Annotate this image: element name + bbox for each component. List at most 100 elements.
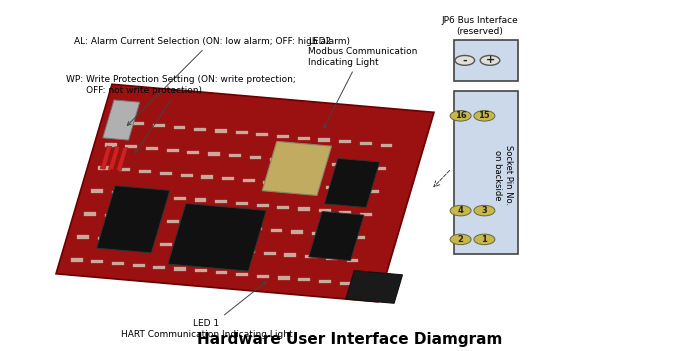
- Polygon shape: [202, 246, 214, 250]
- Polygon shape: [304, 184, 316, 187]
- Polygon shape: [339, 140, 351, 143]
- Polygon shape: [168, 204, 266, 271]
- Polygon shape: [108, 147, 120, 170]
- Text: LED2
Modbus Communication
Indicating Light: LED2 Modbus Communication Indicating Lig…: [308, 37, 417, 128]
- Polygon shape: [98, 166, 110, 170]
- Polygon shape: [326, 186, 337, 190]
- Polygon shape: [195, 198, 206, 201]
- Polygon shape: [167, 220, 179, 223]
- Polygon shape: [236, 273, 248, 276]
- FancyBboxPatch shape: [454, 91, 518, 254]
- Text: 1: 1: [482, 235, 487, 244]
- Polygon shape: [100, 146, 112, 169]
- Polygon shape: [112, 262, 124, 265]
- Polygon shape: [215, 200, 227, 203]
- Polygon shape: [98, 237, 110, 240]
- Circle shape: [455, 55, 475, 65]
- Text: JP6 Bus Interface
(reserved): JP6 Bus Interface (reserved): [441, 16, 518, 36]
- Polygon shape: [278, 277, 290, 280]
- Polygon shape: [257, 204, 269, 207]
- Polygon shape: [188, 151, 200, 154]
- Polygon shape: [360, 213, 372, 216]
- Polygon shape: [367, 190, 379, 193]
- Polygon shape: [346, 259, 358, 262]
- Polygon shape: [381, 144, 393, 147]
- Polygon shape: [153, 124, 164, 127]
- Polygon shape: [84, 212, 96, 216]
- Polygon shape: [202, 176, 214, 179]
- Text: 2: 2: [458, 235, 463, 244]
- Polygon shape: [309, 211, 364, 260]
- Polygon shape: [263, 181, 275, 184]
- Polygon shape: [319, 280, 331, 283]
- Polygon shape: [216, 271, 228, 274]
- Polygon shape: [346, 188, 358, 191]
- Polygon shape: [298, 278, 310, 282]
- Polygon shape: [250, 227, 262, 230]
- Polygon shape: [236, 202, 248, 205]
- Polygon shape: [298, 137, 309, 140]
- Polygon shape: [243, 179, 255, 182]
- Polygon shape: [111, 120, 123, 124]
- Polygon shape: [105, 214, 117, 217]
- Polygon shape: [125, 216, 137, 219]
- Circle shape: [474, 111, 495, 121]
- Text: +: +: [485, 55, 495, 65]
- Polygon shape: [195, 269, 206, 272]
- Polygon shape: [264, 252, 276, 255]
- Circle shape: [450, 111, 471, 121]
- Polygon shape: [326, 257, 337, 260]
- Polygon shape: [119, 239, 131, 242]
- Polygon shape: [153, 195, 165, 198]
- Polygon shape: [132, 122, 144, 125]
- Polygon shape: [91, 190, 103, 193]
- Polygon shape: [194, 127, 206, 131]
- Polygon shape: [284, 253, 296, 257]
- Polygon shape: [243, 250, 255, 253]
- Polygon shape: [208, 152, 220, 155]
- Polygon shape: [209, 223, 220, 226]
- Polygon shape: [229, 225, 241, 228]
- Polygon shape: [277, 206, 289, 209]
- Polygon shape: [132, 193, 144, 196]
- Polygon shape: [174, 197, 186, 200]
- Polygon shape: [181, 174, 192, 177]
- Polygon shape: [360, 142, 372, 145]
- Polygon shape: [116, 147, 128, 171]
- Polygon shape: [277, 135, 289, 138]
- Polygon shape: [249, 156, 261, 159]
- Circle shape: [474, 205, 495, 216]
- Polygon shape: [167, 149, 178, 152]
- Polygon shape: [174, 126, 186, 129]
- Polygon shape: [354, 236, 365, 239]
- Polygon shape: [291, 160, 303, 163]
- Text: 4: 4: [458, 206, 463, 215]
- Polygon shape: [78, 236, 90, 239]
- Circle shape: [474, 234, 495, 245]
- Polygon shape: [340, 282, 351, 285]
- Polygon shape: [312, 161, 323, 165]
- Polygon shape: [215, 130, 227, 133]
- Polygon shape: [324, 158, 379, 207]
- Polygon shape: [312, 232, 324, 236]
- Polygon shape: [353, 165, 365, 168]
- Polygon shape: [318, 209, 330, 212]
- Polygon shape: [298, 207, 310, 211]
- Text: 3: 3: [482, 206, 487, 215]
- Text: AL: Alarm Current Selection (ON: low alarm; OFF: high alarm): AL: Alarm Current Selection (ON: low ala…: [74, 37, 349, 125]
- Text: 16: 16: [455, 111, 466, 120]
- Text: WP: Write Protection Setting (ON: write protection;
       OFF: not write protec: WP: Write Protection Setting (ON: write …: [66, 75, 296, 153]
- Polygon shape: [146, 218, 158, 221]
- Text: LED 1
HART Communication Indicating Light: LED 1 HART Communication Indicating Ligh…: [120, 282, 293, 339]
- Polygon shape: [318, 138, 330, 141]
- Polygon shape: [160, 243, 172, 246]
- Polygon shape: [332, 234, 344, 237]
- Polygon shape: [56, 84, 434, 302]
- Polygon shape: [229, 154, 241, 157]
- Polygon shape: [160, 172, 172, 175]
- Text: -: -: [463, 55, 467, 65]
- Polygon shape: [118, 168, 130, 171]
- Polygon shape: [139, 170, 151, 173]
- Polygon shape: [97, 186, 170, 253]
- Polygon shape: [346, 271, 402, 303]
